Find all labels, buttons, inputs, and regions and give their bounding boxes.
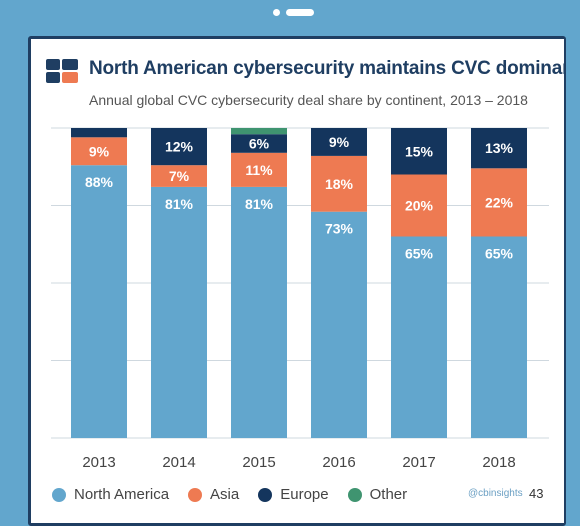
stacked-bar-chart: 88% 9% 2013 81% 7% 12% 2014 81% 11% 6% 2015 73% 18% 9… bbox=[51, 127, 549, 471]
x-tick-label-2013: 2013 bbox=[82, 454, 115, 471]
bar-north-america-2015 bbox=[231, 186, 287, 438]
legend-label-other: Other bbox=[369, 486, 408, 503]
data-label-asia-2018: 22% bbox=[485, 194, 514, 210]
data-label-asia-2014: 7% bbox=[169, 168, 190, 184]
legend-label-europe: Europe bbox=[280, 486, 329, 503]
bar-europe-2016 bbox=[311, 128, 367, 156]
bar-europe-2014 bbox=[151, 128, 207, 166]
bar-asia-2015 bbox=[231, 152, 287, 187]
bar-asia-2017 bbox=[391, 174, 447, 237]
data-label-north-america-2018: 65% bbox=[485, 246, 514, 262]
chart-legend: North America Asia Europe Other bbox=[52, 486, 426, 503]
data-label-north-america-2015: 81% bbox=[245, 196, 274, 212]
data-label-north-america-2014: 81% bbox=[165, 196, 194, 212]
data-label-europe-2015: 6% bbox=[249, 136, 270, 152]
legend-item-north-america: North America bbox=[52, 486, 169, 503]
bar-north-america-2016 bbox=[311, 211, 367, 438]
source-handle: @cbinsights bbox=[468, 488, 523, 499]
page-indicator-active[interactable] bbox=[286, 9, 314, 16]
bar-north-america-2018 bbox=[471, 236, 527, 438]
legend-swatch-europe bbox=[258, 487, 273, 502]
page-number: 43 bbox=[529, 486, 544, 501]
x-tick-label-2016: 2016 bbox=[322, 454, 355, 471]
cb-insights-logo-icon bbox=[46, 59, 78, 83]
data-label-north-america-2013: 88% bbox=[85, 174, 114, 190]
legend-item-europe: Europe bbox=[258, 486, 329, 503]
slide-card: North American cybersecurity maintains C… bbox=[28, 36, 566, 526]
data-label-europe-2014: 12% bbox=[165, 139, 194, 155]
bar-europe-2018 bbox=[471, 128, 527, 169]
bar-europe-2017 bbox=[391, 128, 447, 175]
legend-label-north-america: North America bbox=[74, 486, 170, 503]
page-indicator bbox=[273, 9, 314, 16]
data-label-asia-2017: 20% bbox=[405, 198, 434, 214]
data-label-europe-2017: 15% bbox=[405, 143, 434, 159]
data-label-europe-2016: 9% bbox=[329, 134, 350, 150]
legend-label-asia: Asia bbox=[210, 486, 240, 503]
x-tick-label-2018: 2018 bbox=[482, 454, 515, 471]
page-indicator-dot[interactable] bbox=[273, 9, 280, 16]
bar-asia-2018 bbox=[471, 168, 527, 237]
data-label-north-america-2017: 65% bbox=[405, 246, 434, 262]
data-label-north-america-2016: 73% bbox=[325, 221, 354, 237]
legend-item-asia: Asia bbox=[188, 486, 239, 503]
x-tick-label-2015: 2015 bbox=[242, 454, 275, 471]
bar-asia-2016 bbox=[311, 155, 367, 212]
bar-europe-2015 bbox=[231, 134, 287, 153]
bar-asia-2013 bbox=[71, 137, 127, 166]
data-label-asia-2015: 11% bbox=[245, 162, 273, 178]
chart-subtitle: Annual global CVC cybersecurity deal sha… bbox=[89, 92, 528, 108]
x-tick-label-2017: 2017 bbox=[402, 454, 435, 471]
legend-swatch-asia bbox=[188, 487, 203, 502]
legend-item-other: Other bbox=[347, 486, 408, 503]
x-tick-label-2014: 2014 bbox=[162, 454, 195, 471]
data-label-asia-2016: 18% bbox=[325, 176, 354, 192]
legend-swatch-other bbox=[347, 487, 362, 502]
bar-north-america-2014 bbox=[151, 186, 207, 438]
data-label-asia-2013: 9% bbox=[89, 143, 110, 159]
bar-europe-2013 bbox=[71, 128, 127, 138]
data-label-europe-2018: 13% bbox=[485, 140, 514, 156]
chart-title: North American cybersecurity maintains C… bbox=[89, 58, 566, 79]
bar-other-2015 bbox=[231, 128, 287, 135]
bar-north-america-2013 bbox=[71, 165, 127, 438]
bar-asia-2014 bbox=[151, 165, 207, 187]
legend-swatch-north-america bbox=[52, 487, 66, 502]
bar-north-america-2017 bbox=[391, 236, 447, 438]
